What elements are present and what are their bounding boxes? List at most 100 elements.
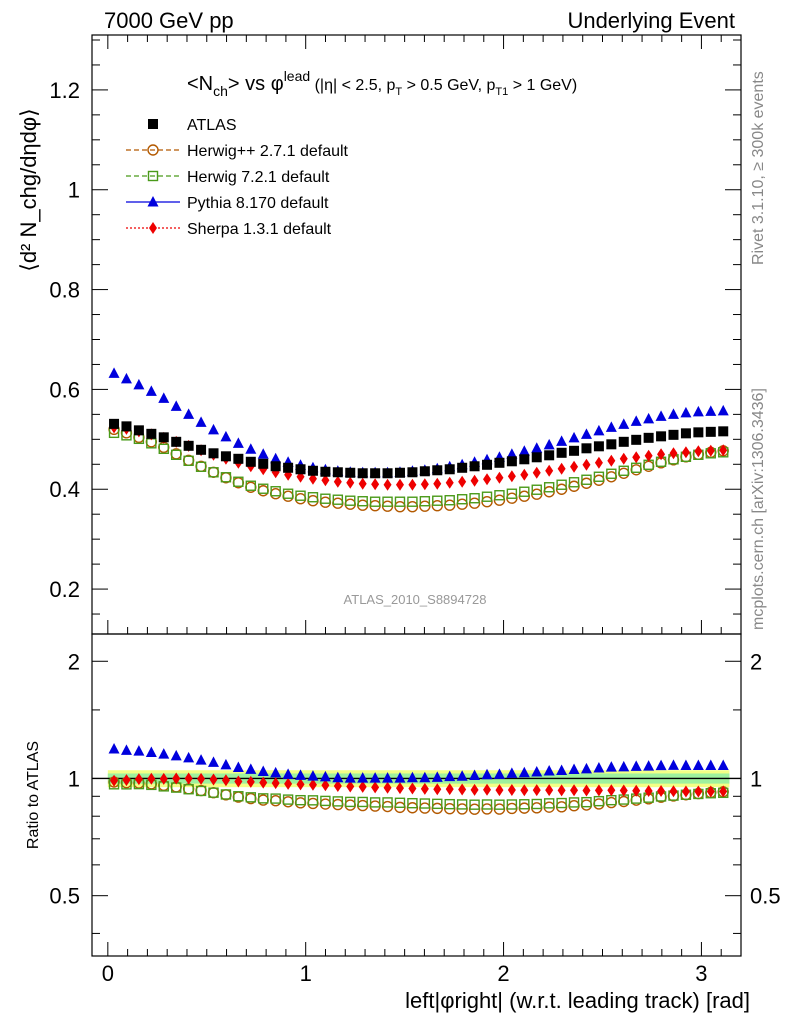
ratio-point bbox=[657, 784, 666, 797]
y-tick-label-ratio-right: 1 bbox=[750, 766, 762, 791]
ratio-point bbox=[531, 766, 543, 777]
mcplots-label: mcplots.cern.ch [arXiv:1306.3436] bbox=[750, 388, 767, 630]
ratio-point bbox=[159, 772, 168, 785]
ratio-point bbox=[332, 798, 344, 811]
legend-marker bbox=[147, 144, 159, 156]
ratio-series-4 bbox=[110, 772, 728, 798]
ratio-point bbox=[270, 793, 281, 804]
data-point bbox=[619, 452, 628, 465]
data-point bbox=[545, 464, 554, 477]
ratio-point bbox=[284, 777, 293, 790]
data-point bbox=[133, 378, 145, 390]
legend-label: ATLAS bbox=[187, 117, 237, 134]
ratio-point bbox=[518, 766, 530, 778]
data-point bbox=[668, 429, 679, 440]
ratio-point bbox=[555, 801, 568, 813]
ratio-point bbox=[607, 784, 616, 797]
data-point bbox=[607, 454, 616, 467]
ratio-point bbox=[667, 759, 679, 770]
y-tick-label-ratio-right: 2 bbox=[750, 649, 762, 674]
data-point bbox=[283, 462, 294, 473]
ratio-point bbox=[618, 795, 630, 808]
data-point bbox=[680, 406, 692, 418]
data-point bbox=[556, 435, 568, 446]
data-point bbox=[270, 486, 281, 497]
data-point bbox=[582, 458, 591, 471]
legend-marker bbox=[147, 196, 159, 207]
ratio-point bbox=[632, 784, 641, 797]
ratio-point bbox=[431, 771, 443, 782]
data-point bbox=[407, 496, 418, 507]
ratio-point bbox=[520, 784, 529, 797]
y-tick-label-ratio: 2 bbox=[68, 649, 80, 674]
data-point bbox=[170, 400, 182, 411]
data-point bbox=[344, 498, 356, 510]
ratio-point bbox=[507, 783, 516, 796]
data-point bbox=[195, 461, 207, 472]
ratio-point bbox=[108, 743, 120, 754]
ratio-point bbox=[630, 760, 642, 771]
data-point bbox=[294, 493, 307, 505]
data-point bbox=[593, 441, 604, 452]
data-point bbox=[332, 497, 344, 509]
data-point bbox=[606, 468, 617, 479]
ratio-point bbox=[147, 772, 156, 785]
ratio-point bbox=[692, 759, 704, 771]
data-point bbox=[245, 443, 257, 454]
ratio-point bbox=[532, 784, 541, 797]
data-point bbox=[581, 474, 592, 485]
data-point bbox=[295, 490, 306, 501]
data-point bbox=[520, 468, 529, 481]
ratio-point bbox=[458, 783, 467, 796]
y-tick-label-main: 0.8 bbox=[49, 278, 80, 303]
data-point bbox=[481, 491, 493, 502]
ratio-point bbox=[556, 764, 568, 775]
data-point bbox=[394, 496, 406, 507]
ratio-point bbox=[568, 797, 580, 808]
ratio-point bbox=[294, 797, 307, 809]
ratio-point bbox=[245, 763, 257, 774]
data-point bbox=[483, 473, 492, 486]
ratio-point bbox=[195, 785, 207, 797]
data-point bbox=[333, 475, 342, 488]
ratio-point bbox=[232, 761, 244, 772]
ratio-point bbox=[694, 785, 703, 798]
ratio-point bbox=[307, 770, 319, 781]
ratio-point bbox=[258, 793, 269, 804]
data-point bbox=[580, 477, 593, 489]
ratio-point bbox=[717, 759, 729, 771]
data-point bbox=[233, 453, 244, 464]
ratio-point bbox=[420, 782, 429, 795]
data-point bbox=[320, 493, 331, 504]
data-point bbox=[307, 492, 319, 503]
ratio-point bbox=[357, 796, 368, 808]
data-point bbox=[445, 476, 454, 489]
ratio-point bbox=[395, 782, 404, 795]
ratio-point bbox=[332, 771, 344, 783]
data-point bbox=[220, 430, 232, 442]
data-point bbox=[507, 470, 516, 483]
ratio-point bbox=[706, 785, 715, 798]
data-point bbox=[482, 459, 493, 470]
data-point bbox=[420, 478, 429, 491]
data-point bbox=[469, 493, 480, 504]
x-tick-label: 3 bbox=[695, 961, 707, 986]
ratio-point bbox=[506, 767, 518, 778]
data-point bbox=[282, 490, 294, 502]
ratio-point bbox=[681, 785, 690, 798]
data-point bbox=[593, 474, 605, 486]
data-point bbox=[631, 434, 642, 445]
data-point bbox=[146, 428, 157, 439]
data-point bbox=[457, 462, 468, 473]
data-point bbox=[269, 488, 282, 500]
data-point bbox=[456, 494, 468, 505]
data-point bbox=[593, 424, 605, 436]
ratio-point bbox=[433, 783, 442, 796]
ratio-point bbox=[245, 792, 257, 803]
ratio-point bbox=[145, 746, 157, 757]
y-tick-label-main: 0.4 bbox=[49, 477, 80, 502]
ratio-point bbox=[320, 795, 331, 807]
legend-entry: Herwig++ 2.7.1 default bbox=[126, 143, 349, 160]
ratio-point bbox=[593, 795, 605, 807]
ratio-point bbox=[568, 800, 580, 812]
